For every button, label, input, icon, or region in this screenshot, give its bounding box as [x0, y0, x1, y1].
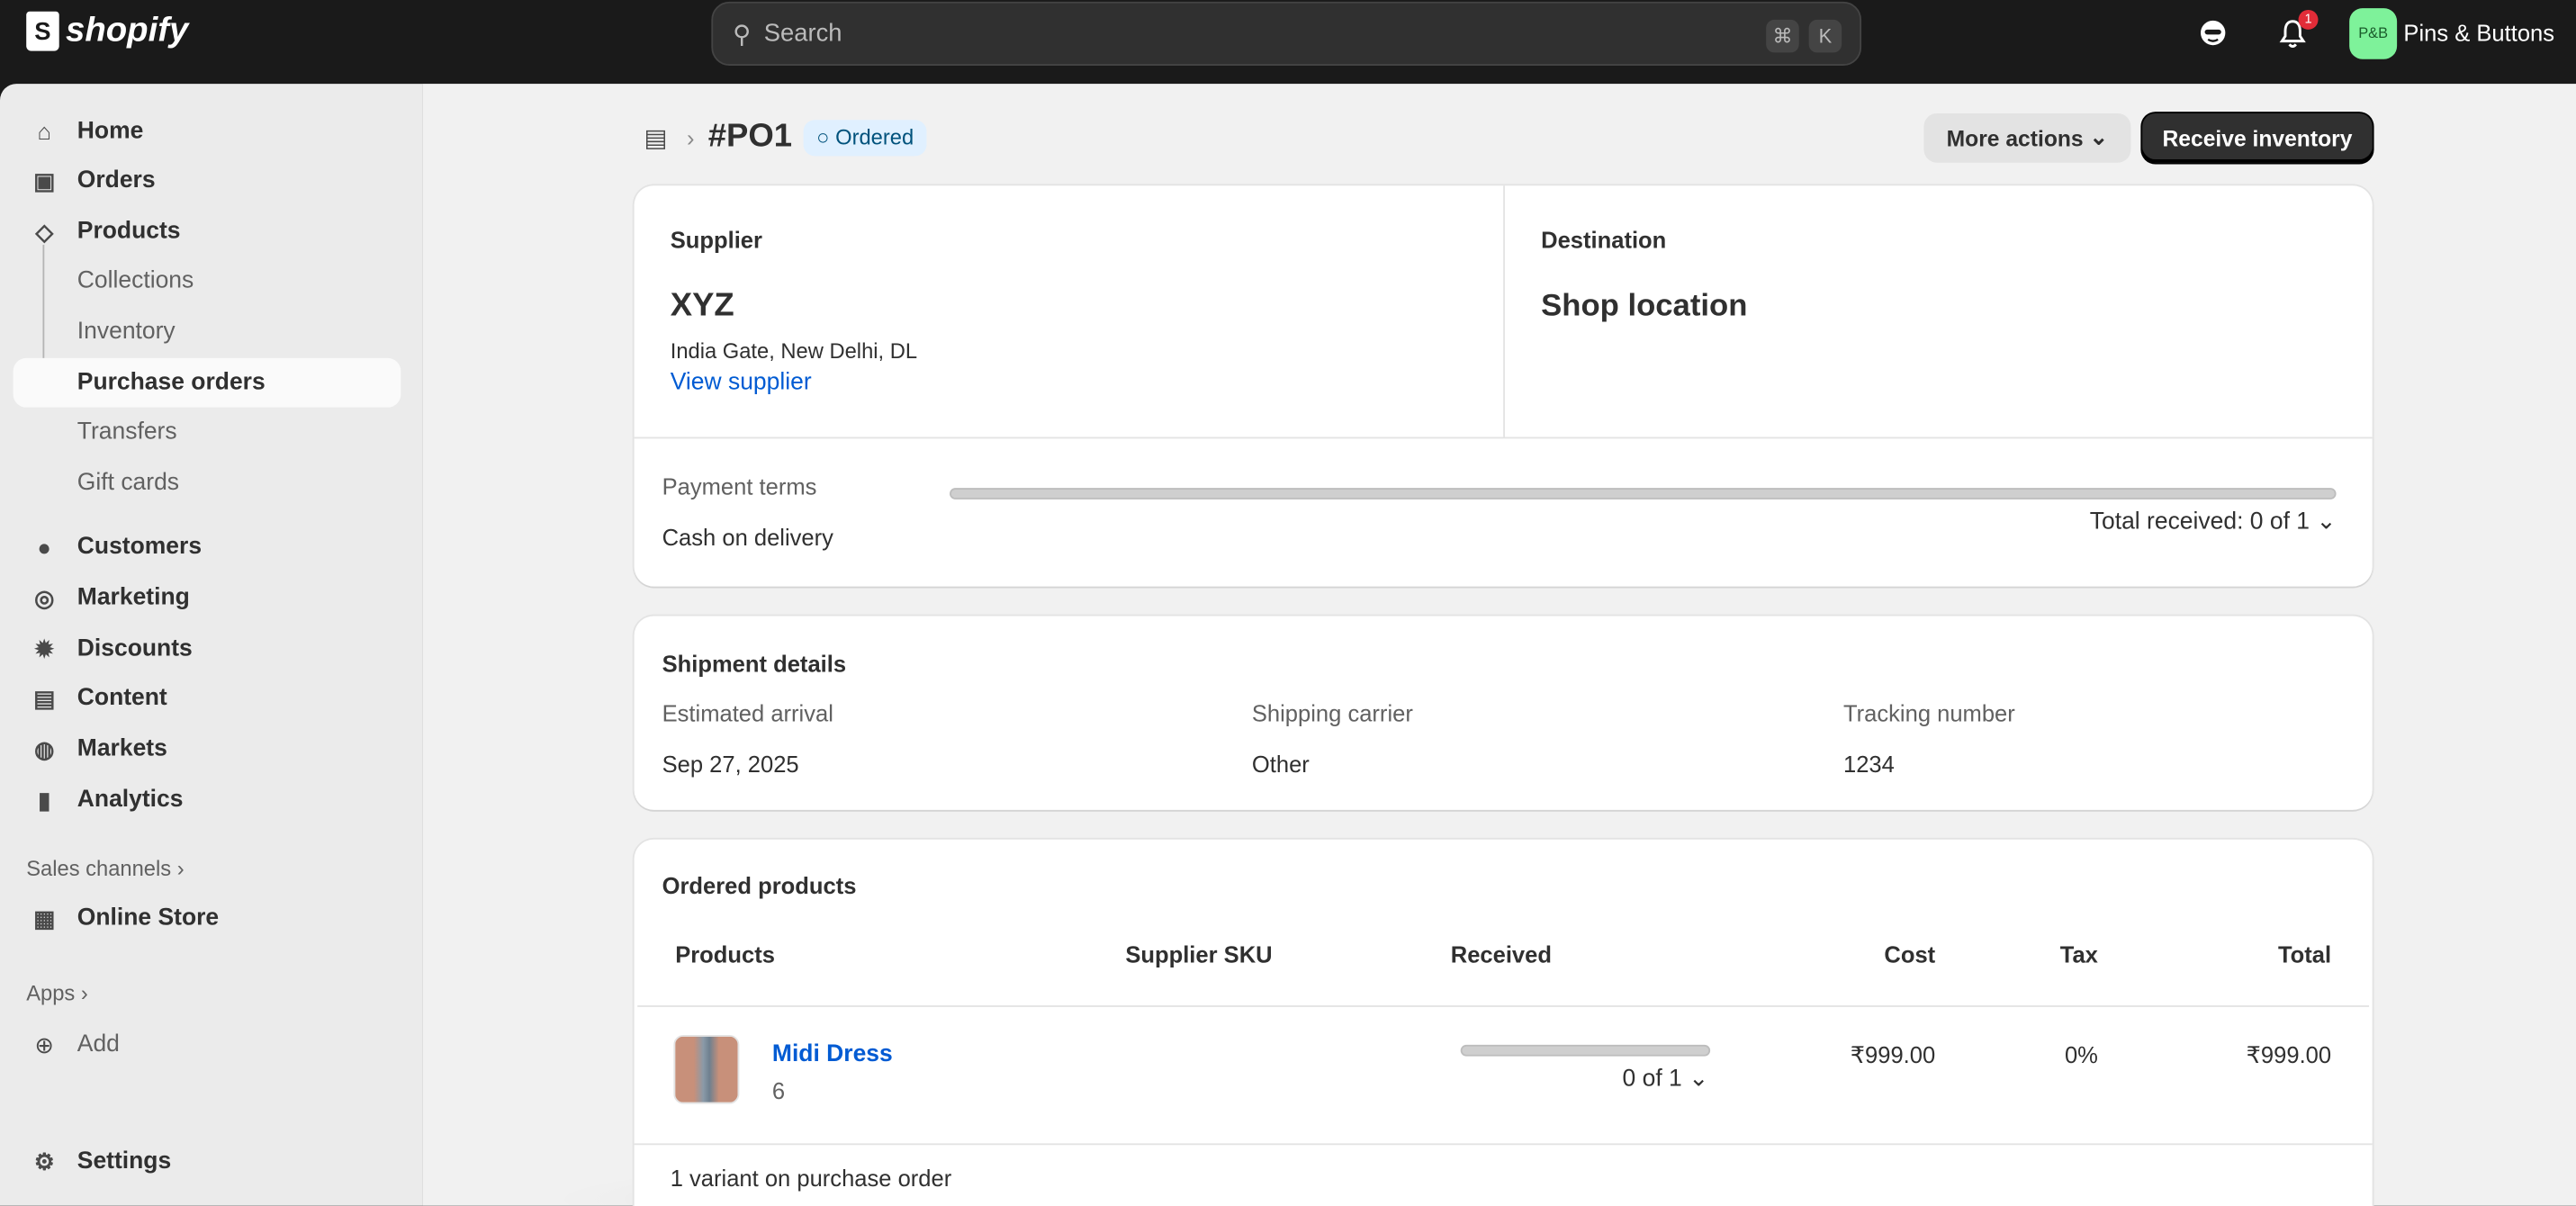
sidebar-item-transfers[interactable]: Transfers: [77, 418, 177, 446]
sidebar: ⌂ Home ▣ Orders ◇ Products Collections Inve…: [0, 84, 423, 1206]
destination-name: Shop location: [1541, 289, 1748, 324]
received-toggle[interactable]: 0 of 1 ⌄: [1622, 1066, 1709, 1093]
sidebar-item-online-store[interactable]: ▦ Online Store: [14, 894, 401, 943]
globe-icon: ◍: [34, 734, 55, 762]
search-icon: ⚲: [733, 20, 752, 49]
variant-count: 1 variant on purchase order: [670, 1165, 952, 1192]
k-key: K: [1808, 19, 1842, 53]
store-icon: ▦: [33, 904, 56, 932]
target-icon: ◎: [34, 583, 55, 611]
breadcrumb-chevron-icon: ›: [686, 124, 695, 151]
divider: [637, 1005, 2370, 1007]
tag-icon: ◇: [35, 217, 54, 245]
col-total: Total: [2277, 940, 2332, 968]
col-tax: Tax: [2059, 940, 2098, 968]
bar-chart-icon: ▮: [38, 786, 51, 813]
variant-label: 6: [771, 1077, 786, 1104]
payment-terms-value: Cash on delivery: [662, 524, 833, 551]
shopify-bag-icon: S: [26, 11, 59, 51]
tree-line: [42, 244, 45, 376]
sidebar-item-gift-cards[interactable]: Gift cards: [77, 470, 180, 497]
ordered-products-heading: Ordered products: [662, 872, 857, 899]
sidekick-icon[interactable]: [2198, 18, 2228, 48]
purchase-orders-icon[interactable]: ▤: [644, 124, 668, 153]
more-actions-button[interactable]: More actions ⌄: [1923, 112, 2131, 163]
home-icon: ⌂: [37, 118, 52, 145]
tracking-label: Tracking number: [1842, 699, 2015, 726]
command-key: ⌘: [1766, 19, 1799, 53]
chevron-down-icon: ⌄: [2316, 508, 2337, 536]
search-placeholder: Search: [763, 19, 842, 48]
bell-icon[interactable]: [2279, 18, 2307, 50]
total-received-toggle[interactable]: Total received: 0 of 1 ⌄: [2089, 508, 2337, 536]
sidebar-item-markets[interactable]: ◍ Markets: [14, 724, 401, 774]
chevron-down-icon: ⌄: [1689, 1066, 1709, 1093]
ordered-products-card: Ordered products Products Supplier SKU R…: [634, 839, 2373, 1206]
sidebar-item-settings[interactable]: ⚙ Settings: [14, 1137, 401, 1186]
tax-value: 0%: [2064, 1041, 2098, 1068]
sidebar-item-inventory[interactable]: Inventory: [77, 319, 176, 346]
person-icon: ●: [37, 534, 52, 561]
total-received-progress: [950, 488, 2337, 500]
discount-icon: ✹: [34, 634, 54, 662]
col-products: Products: [675, 940, 775, 968]
sidebar-item-orders[interactable]: ▣ Orders: [14, 156, 401, 205]
sidebar-item-customers[interactable]: ● Customers: [14, 522, 401, 572]
chevron-down-icon: ⌄: [2089, 124, 2109, 150]
divider: [634, 1143, 2373, 1146]
store-avatar[interactable]: P&B: [2349, 8, 2398, 59]
col-cost: Cost: [1884, 940, 1936, 968]
divider: [634, 436, 2373, 439]
status-badge: ○ Ordered: [803, 120, 927, 157]
carrier-label: Shipping carrier: [1251, 699, 1413, 726]
page-title: #PO1: [707, 118, 793, 155]
payment-terms-label: Payment terms: [662, 472, 817, 500]
apps-heading[interactable]: Apps ›: [26, 980, 88, 1006]
sidebar-item-analytics[interactable]: ▮ Analytics: [14, 776, 401, 825]
sidebar-item-home[interactable]: ⌂ Home: [14, 107, 401, 157]
search-input[interactable]: ⚲ Search ⌘ K: [711, 1, 1862, 67]
cost-value: ₹999.00: [1850, 1041, 1936, 1068]
supplier-heading: Supplier: [670, 226, 762, 254]
supplier-name: XYZ: [670, 287, 734, 324]
inbox-icon: ▣: [33, 166, 56, 194]
sidebar-item-content[interactable]: ▤ Content: [14, 673, 401, 723]
estimated-arrival-label: Estimated arrival: [662, 699, 833, 726]
carrier-value: Other: [1251, 751, 1310, 778]
product-thumbnail[interactable]: [673, 1034, 740, 1104]
shipment-heading: Shipment details: [662, 650, 847, 678]
received-progress: [1460, 1044, 1711, 1057]
col-received: Received: [1450, 940, 1552, 968]
product-link[interactable]: Midi Dress: [771, 1041, 893, 1068]
notification-badge: 1: [2298, 9, 2319, 30]
sidebar-item-add[interactable]: ⊕ Add: [14, 1021, 401, 1070]
sidebar-item-collections[interactable]: Collections: [77, 267, 194, 294]
image-icon: ▤: [33, 684, 56, 711]
estimated-arrival-value: Sep 27, 2025: [662, 751, 799, 778]
receive-inventory-button[interactable]: Receive inventory: [2142, 112, 2373, 163]
col-supplier-sku: Supplier SKU: [1125, 940, 1273, 968]
sidebar-item-products[interactable]: ◇ Products: [14, 207, 401, 256]
view-supplier-link[interactable]: View supplier: [670, 369, 812, 396]
total-value: ₹999.00: [2246, 1041, 2332, 1068]
divider: [1503, 185, 1505, 437]
logo-text: shopify: [66, 11, 189, 50]
sidebar-item-purchase-orders[interactable]: Purchase orders: [13, 357, 401, 408]
plus-circle-icon: ⊕: [34, 1030, 54, 1058]
supplier-card: Supplier XYZ India Gate, New Delhi, DL V…: [634, 185, 2373, 587]
sidebar-item-discounts[interactable]: ✹ Discounts: [14, 625, 401, 674]
gear-icon: ⚙: [33, 1147, 55, 1174]
sidebar-item-marketing[interactable]: ◎ Marketing: [14, 573, 401, 623]
supplier-address: India Gate, New Delhi, DL: [670, 338, 918, 364]
sales-channels-heading[interactable]: Sales channels ›: [26, 855, 185, 881]
store-name[interactable]: Pins & Buttons: [2403, 19, 2555, 47]
shipment-card: Shipment details Estimated arrival Sep 2…: [634, 616, 2373, 810]
tracking-value: 1234: [1842, 751, 1895, 778]
destination-heading: Destination: [1541, 226, 1667, 254]
